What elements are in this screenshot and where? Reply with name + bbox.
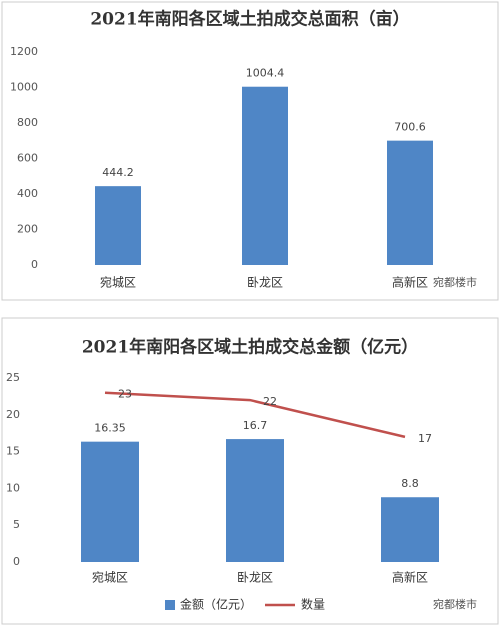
y-tick-label: 600	[17, 152, 38, 165]
chart-frame	[1, 1, 499, 301]
x-tick-label: 高新区	[392, 570, 428, 585]
value-label: 8.8	[401, 477, 419, 490]
chart-title: 2021年南阳各区域土拍成交总面积（亩）	[90, 9, 409, 30]
y-tick-label: 10	[6, 481, 20, 494]
value-label: 16.35	[94, 422, 126, 435]
bar	[387, 140, 433, 265]
watermark: 宛都楼市	[433, 597, 477, 611]
y-tick-label: 20	[6, 408, 20, 421]
x-tick-label: 宛城区	[100, 275, 136, 290]
y-tick-label: 1200	[10, 45, 38, 58]
legend-label: 金额（亿元）	[180, 597, 252, 612]
y-tick-label: 0	[31, 258, 38, 271]
bar	[226, 439, 284, 562]
bar	[242, 86, 288, 266]
chart-frame	[1, 317, 499, 625]
value-label: 700.6	[394, 121, 426, 134]
y-tick-label: 800	[17, 116, 38, 129]
y-tick-label: 25	[6, 371, 20, 384]
legend-swatch	[165, 600, 175, 610]
chart-title: 2021年南阳各区域土拍成交总金额（亿元）	[82, 337, 418, 358]
y-tick-label: 0	[13, 555, 20, 568]
value-label: 22	[263, 395, 277, 408]
y-tick-label: 400	[17, 187, 38, 200]
watermark: 宛都楼市	[433, 275, 477, 289]
legend-label: 数量	[301, 597, 325, 612]
bar	[95, 186, 141, 265]
y-tick-label: 15	[6, 445, 20, 458]
x-tick-label: 高新区	[392, 275, 428, 290]
y-tick-label: 1000	[10, 81, 38, 94]
x-tick-label: 卧龙区	[247, 276, 283, 290]
y-tick-label: 200	[17, 223, 38, 236]
x-tick-label: 卧龙区	[237, 571, 273, 585]
value-label: 1004.4	[246, 67, 285, 80]
x-tick-label: 宛城区	[92, 570, 128, 585]
bar	[81, 441, 139, 562]
bar	[381, 497, 439, 562]
line	[104, 391, 406, 439]
y-tick-label: 5	[13, 518, 20, 531]
value-label: 444.2	[102, 166, 134, 179]
value-label: 17	[418, 432, 432, 445]
value-label: 23	[118, 388, 132, 401]
value-label: 16.7	[243, 419, 268, 432]
